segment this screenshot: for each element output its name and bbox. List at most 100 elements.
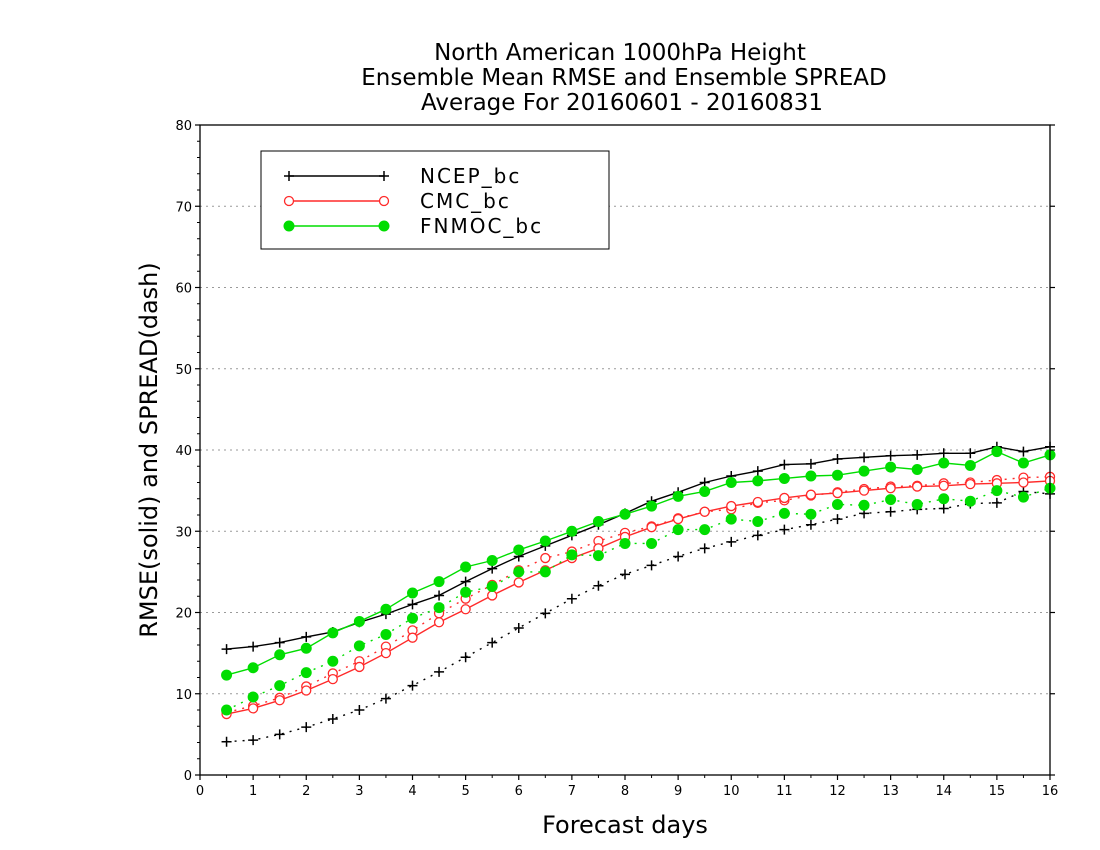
data-point-ncep-bc-rmse [407, 599, 418, 610]
grid [200, 205, 1050, 695]
data-point-fnmoc-bc-rmse [221, 669, 233, 681]
data-point-ncep-bc-rmse [221, 644, 232, 655]
y-tick-label: 20 [175, 607, 192, 622]
y-tick-label: 70 [175, 200, 192, 215]
data-point-fnmoc-bc-rmse [353, 615, 365, 627]
x-tick-label: 0 [196, 784, 204, 799]
data-point-fnmoc-bc-rmse [274, 649, 286, 661]
data-point-ncep-bc-spread [301, 722, 312, 733]
legend-item-fnmoc-bc: FNMOC_bc [283, 214, 543, 238]
x-tick-label: 10 [723, 784, 740, 799]
data-point-ncep-bc-spread [673, 551, 684, 562]
data-point-ncep-bc-spread [248, 735, 259, 746]
x-tick-label: 8 [621, 784, 629, 799]
data-point-cmc-bc-rmse [965, 478, 976, 490]
data-point-fnmoc-bc-spread [592, 550, 604, 562]
data-point-fnmoc-bc-rmse [619, 508, 631, 520]
data-point-fnmoc-bc-rmse [539, 535, 551, 547]
data-point-cmc-bc-rmse [247, 703, 259, 714]
data-point-fnmoc-bc-spread [752, 516, 764, 527]
data-point-fnmoc-bc-rmse [805, 470, 817, 482]
data-point-ncep-bc-rmse [301, 631, 312, 642]
series-line-cmc-bc-rmse [226, 480, 1051, 715]
data-point-cmc-bc-rmse [858, 485, 870, 496]
data-point-fnmoc-bc-rmse [832, 469, 843, 481]
data-point-ncep-bc-rmse [434, 590, 445, 601]
x-tick-label: 12 [829, 784, 846, 799]
data-point-ncep-bc-rmse [938, 448, 949, 459]
data-point-fnmoc-bc-rmse [964, 459, 976, 471]
data-point-fnmoc-bc-spread [964, 495, 976, 507]
data-point-fnmoc-bc-spread [672, 524, 684, 536]
data-point-fnmoc-bc-spread [725, 513, 737, 525]
data-point-ncep-bc-spread [434, 666, 445, 677]
data-point-cmc-bc-rmse [699, 506, 710, 517]
data-point-fnmoc-bc-rmse [699, 485, 711, 497]
x-tick-label: 13 [882, 784, 899, 799]
y-tick-label: 10 [175, 688, 192, 703]
data-point-fnmoc-bc-spread [858, 499, 870, 511]
data-point-fnmoc-bc-rmse [991, 446, 1003, 458]
data-point-ncep-bc-spread [354, 705, 365, 715]
data-point-cmc-bc-rmse [327, 673, 338, 685]
data-point-ncep-bc-spread [593, 580, 604, 591]
data-point-cmc-bc-rmse [805, 489, 817, 500]
data-point-fnmoc-bc-spread [1017, 491, 1029, 503]
data-point-cmc-bc-rmse [646, 522, 657, 533]
data-point-fnmoc-bc-spread [407, 612, 418, 624]
data-point-cmc-bc-rmse [460, 604, 471, 615]
chart-title-line-2: Ensemble Mean RMSE and Ensemble SPREAD [361, 65, 886, 91]
series-ncep-bc [221, 441, 1055, 747]
data-point-fnmoc-bc-rmse [566, 525, 578, 537]
data-point-fnmoc-bc-spread [433, 602, 445, 614]
data-point-fnmoc-bc-rmse [911, 464, 923, 475]
data-point-fnmoc-bc-rmse [725, 477, 737, 488]
data-point-fnmoc-bc-spread [832, 498, 843, 510]
y-tick-label: 40 [175, 444, 192, 459]
data-point-ncep-bc-rmse [912, 449, 923, 460]
y-tick-label: 80 [175, 119, 192, 134]
data-point-fnmoc-bc-rmse [486, 555, 498, 566]
data-point-fnmoc-bc-spread [778, 507, 790, 519]
data-point-ncep-bc-rmse [859, 452, 870, 463]
data-point-fnmoc-bc-spread [247, 691, 259, 703]
data-point-ncep-bc-spread [620, 569, 630, 580]
data-point-fnmoc-bc-rmse [672, 490, 684, 502]
legend-label: FNMOC_bc [420, 214, 543, 238]
data-point-fnmoc-bc-rmse [327, 627, 339, 639]
data-point-fnmoc-bc-spread [380, 628, 392, 640]
data-point-cmc-bc-rmse [912, 481, 923, 492]
data-point-fnmoc-bc-spread [539, 566, 551, 578]
data-point-fnmoc-bc-spread [646, 537, 658, 549]
data-point-fnmoc-bc-rmse [938, 457, 950, 469]
legend-marker [379, 171, 389, 181]
y-tick-label: 0 [184, 769, 192, 784]
data-point-ncep-bc-spread [726, 536, 737, 547]
series-line-fnmoc-bc-spread [226, 487, 1051, 711]
data-point-ncep-bc-spread [805, 519, 816, 530]
data-point-ncep-bc-spread [885, 506, 896, 517]
data-point-fnmoc-bc-spread [221, 704, 233, 716]
data-point-ncep-bc-spread [938, 503, 949, 514]
series-line-ncep-bc-spread [226, 490, 1051, 743]
legend-marker [283, 220, 295, 232]
series-fnmoc-bc [221, 446, 1056, 716]
data-point-fnmoc-bc-rmse [778, 472, 790, 484]
data-point-fnmoc-bc-rmse [300, 642, 312, 654]
data-point-cmc-bc-rmse [407, 632, 418, 643]
data-point-ncep-bc-spread [991, 497, 1002, 508]
data-point-ncep-bc-spread [699, 543, 710, 554]
data-point-ncep-bc-rmse [1018, 446, 1029, 457]
data-point-fnmoc-bc-spread [619, 537, 631, 549]
y-tick-label: 50 [175, 363, 192, 378]
data-point-fnmoc-bc-spread [885, 494, 897, 506]
legend-box [260, 150, 610, 250]
data-point-fnmoc-bc-rmse [513, 544, 525, 556]
x-tick-label: 9 [674, 784, 682, 799]
data-point-fnmoc-bc-rmse [460, 561, 472, 573]
x-tick-label: 11 [776, 784, 793, 799]
legend-marker [283, 195, 295, 207]
legend-label: CMC_bc [420, 189, 511, 213]
